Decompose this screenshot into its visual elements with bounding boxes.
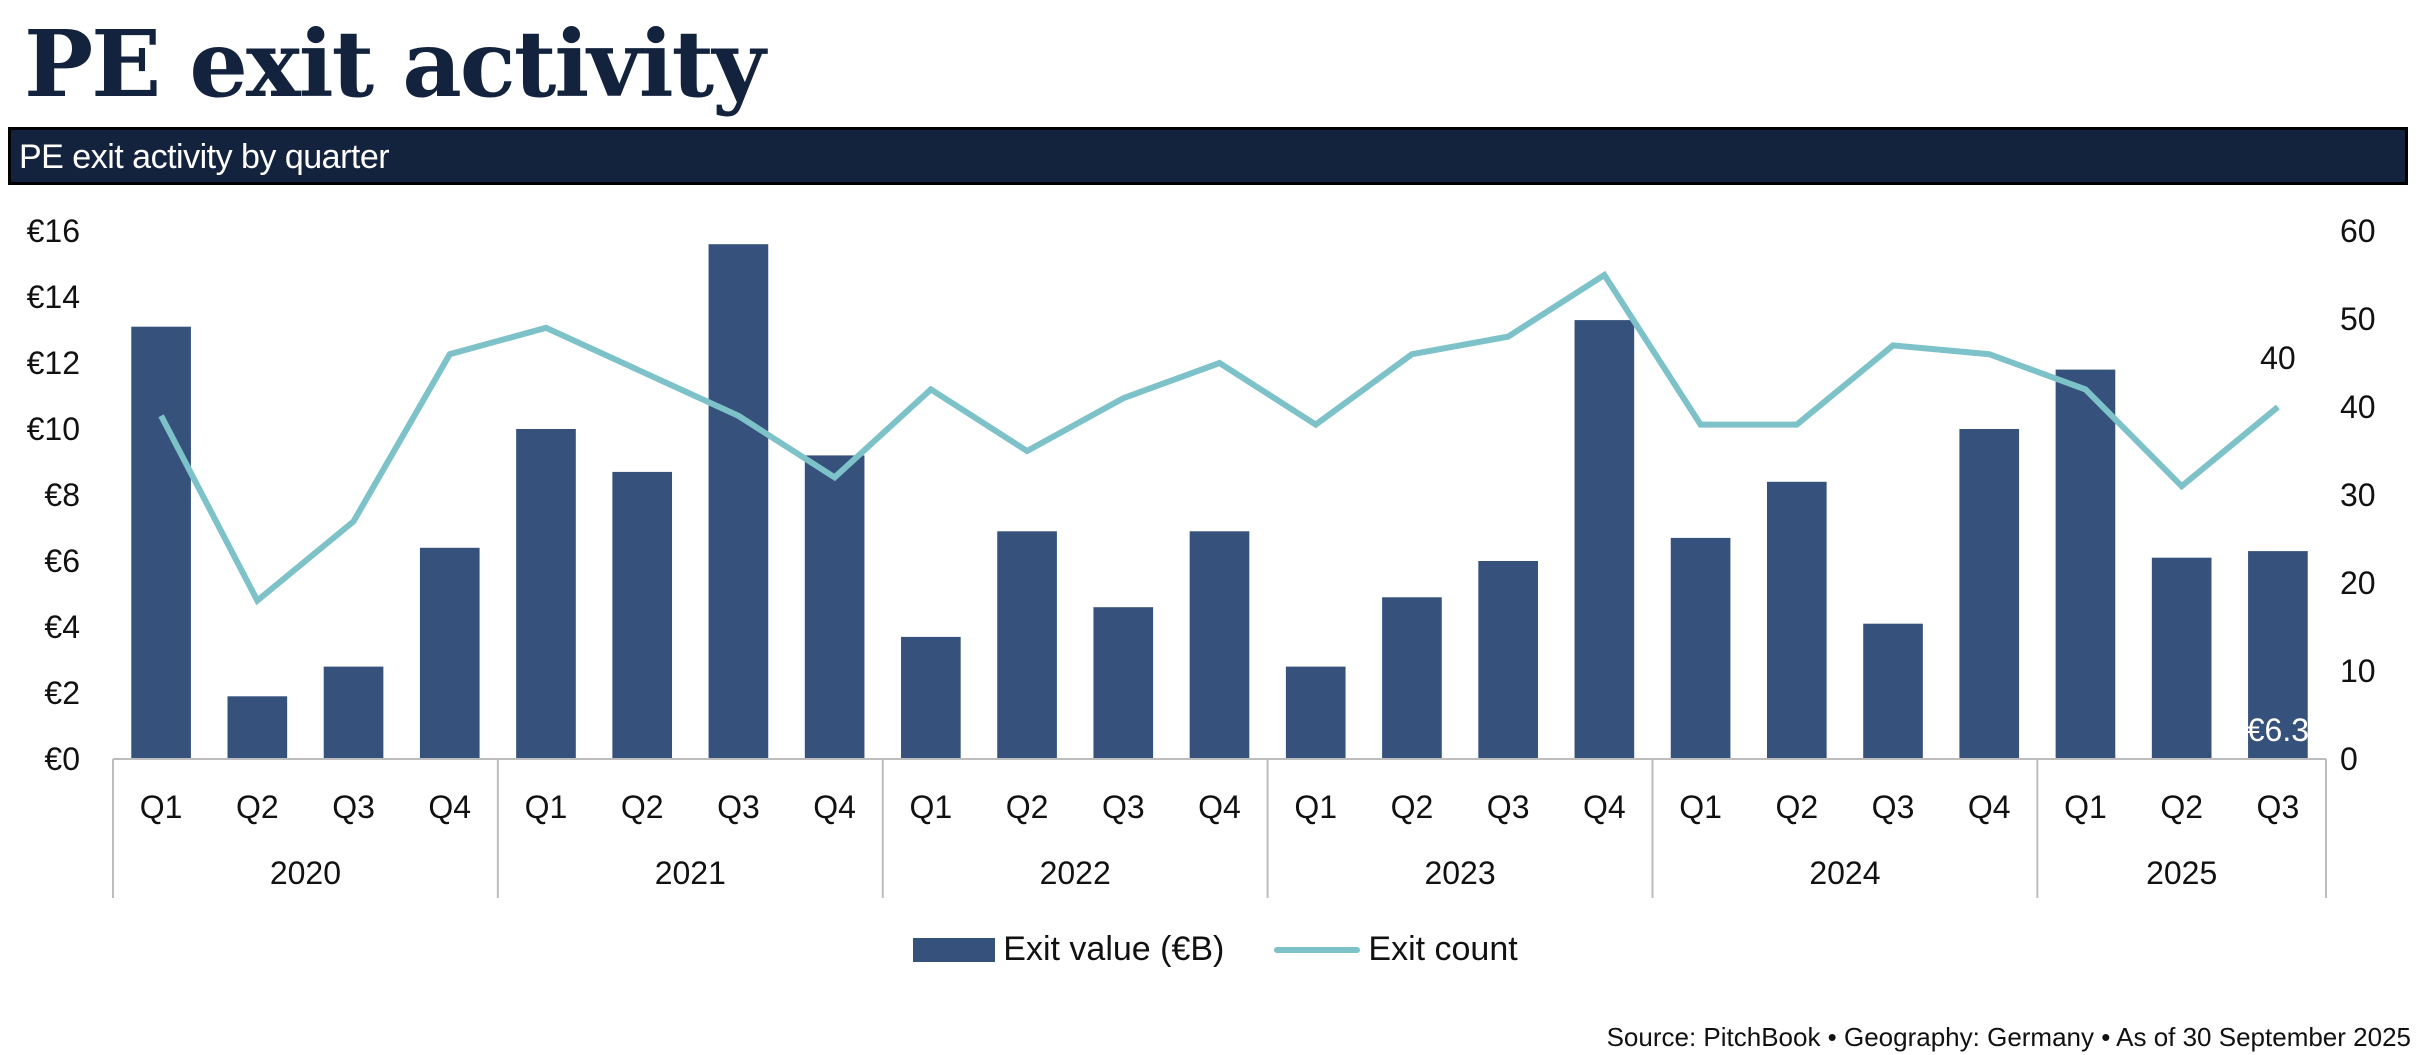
bar [1093,607,1154,759]
x-tick-label: Q2 [1391,789,1434,825]
year-label: 2024 [1809,855,1880,891]
year-label: 2025 [2146,855,2217,891]
x-tick-label: Q2 [236,789,279,825]
x-tick-label: Q3 [1872,789,1915,825]
bar [1959,429,2020,759]
y-tick-label: €14 [27,279,80,315]
exit-activity-chart: €0 €2 €4 €6 €8 €10 €12 €14 €16 0 10 20 30 40 50 60 Q1 Q2 Q… [27,213,2376,898]
y-tick-label: €12 [27,345,80,381]
year-label: 2020 [270,855,341,891]
bar [1382,597,1442,759]
bar [804,455,865,759]
y-tick-label: €4 [44,609,80,645]
y2-tick-label: 10 [2340,653,2376,689]
legend-line-swatch [1274,946,1361,953]
x-tick-label: Q4 [813,789,856,825]
x-tick-label: Q3 [2257,789,2300,825]
bar [708,244,769,759]
legend-item-exit-value: Exit value (€B) [913,930,1224,969]
bar [1863,623,1923,759]
x-tick-label: Q1 [1679,789,1722,825]
y-tick-label: €8 [44,477,80,513]
x-tick-label: Q1 [1294,789,1337,825]
year-label: 2021 [655,855,726,891]
bar [516,429,576,759]
x-tick-label: Q3 [717,789,760,825]
legend-bar-swatch [913,937,996,962]
bar [1574,320,1635,759]
bar [1189,531,1250,759]
bar [323,666,384,759]
bar [2055,369,2116,759]
bar [131,326,191,759]
y-tick-label: €10 [27,411,80,447]
x-tick-label: Q3 [1102,789,1145,825]
y-tick-label: €16 [27,213,80,249]
source-note: Source: PitchBook • Geography: Germany •… [1606,1022,2411,1052]
x-tick-label: Q2 [2160,789,2203,825]
year-label: 2023 [1424,855,1495,891]
x-tick-label: Q3 [1487,789,1530,825]
bar [1766,481,1827,759]
legend-item-exit-count: Exit count [1274,930,1518,969]
bar [2248,551,2308,759]
bar [997,531,1057,759]
y2-tick-label: 20 [2340,565,2376,601]
bar [901,636,961,759]
y2-tick-label: 60 [2340,213,2376,249]
x-tick-label: Q3 [332,789,375,825]
y2-tick-label: 30 [2340,477,2376,513]
y2-tick-label: 0 [2340,741,2358,777]
bar [227,696,288,759]
x-tick-label: Q1 [525,789,568,825]
x-tick-label: Q2 [1006,789,1049,825]
chart-subtitle: PE exit activity by quarter [19,138,390,176]
bar [1285,666,1346,759]
y-tick-label: €2 [44,675,80,711]
y-tick-label: €0 [44,741,80,777]
x-tick-label: Q1 [140,789,183,825]
year-label: 2022 [1040,855,1111,891]
bar [1670,537,1731,759]
page-title: PE exit activity [24,10,766,118]
x-tick-label: Q4 [428,789,471,825]
bar [1478,561,1538,759]
x-tick-label: Q4 [1198,789,1241,825]
legend: Exit value (€B) Exit count [0,930,2431,969]
legend-label-exit-value: Exit value (€B) [1003,930,1225,968]
bar-data-label: €6.3 [2247,712,2309,748]
y2-tick-label: 40 [2340,389,2376,425]
x-tick-label: Q4 [1583,789,1626,825]
x-tick-label: Q1 [2064,789,2107,825]
x-tick-label: Q1 [910,789,953,825]
y-tick-label: €6 [44,543,80,579]
x-tick-label: Q4 [1968,789,2011,825]
chart-subtitle-bar: PE exit activity by quarter [8,127,2408,185]
x-tick-label: Q2 [1775,789,1818,825]
bar [612,471,673,759]
line-data-label: 40 [2260,340,2296,376]
bar [419,547,480,759]
y2-tick-label: 50 [2340,301,2376,337]
bar [2151,557,2212,759]
x-tick-label: Q2 [621,789,664,825]
legend-label-exit-count: Exit count [1368,930,1518,968]
